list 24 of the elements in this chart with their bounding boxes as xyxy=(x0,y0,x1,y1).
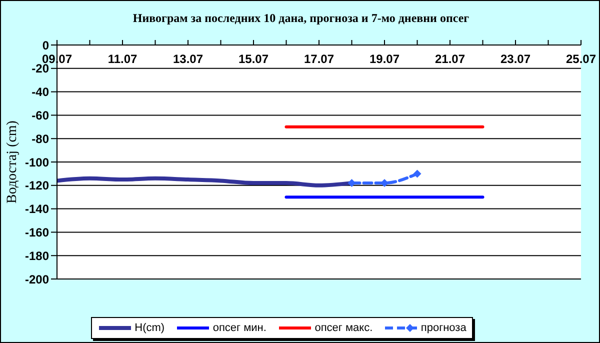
x-tick-label: 13.07 xyxy=(172,52,204,66)
y-tick-label: -60 xyxy=(32,108,50,122)
y-tick-label: -80 xyxy=(32,132,50,146)
y-tick-label: 0 xyxy=(42,38,50,52)
y-tick-label: -140 xyxy=(24,202,50,216)
y-tick-label: -180 xyxy=(24,248,50,263)
legend-label: опсег мин. xyxy=(212,322,266,334)
y-tick-label: -120 xyxy=(24,178,50,193)
x-tick-label: 21.07 xyxy=(434,52,466,66)
legend-label: прогноза xyxy=(420,322,466,334)
x-tick-label: 17.07 xyxy=(304,52,334,66)
x-tick-label: 15.07 xyxy=(238,52,269,66)
y-tick-label: -160 xyxy=(24,225,50,240)
y-axis-title: Водостај (cm) xyxy=(5,120,21,204)
y-tick-label: -40 xyxy=(32,85,50,100)
x-tick-label: 11.07 xyxy=(108,52,138,66)
x-tick-label: 19.07 xyxy=(369,52,400,66)
y-tick-label: -200 xyxy=(24,272,50,286)
legend-label: H(cm) xyxy=(134,322,165,334)
chart-title: Нивограм за последних 10 дана, прогноза и 7-мо дневни опсег xyxy=(132,11,470,26)
x-tick-label: 25.07 xyxy=(566,52,596,66)
y-tick-label: -100 xyxy=(24,155,50,170)
legend-label: опсег макс. xyxy=(314,322,373,334)
x-tick-label: 23.07 xyxy=(500,52,531,66)
